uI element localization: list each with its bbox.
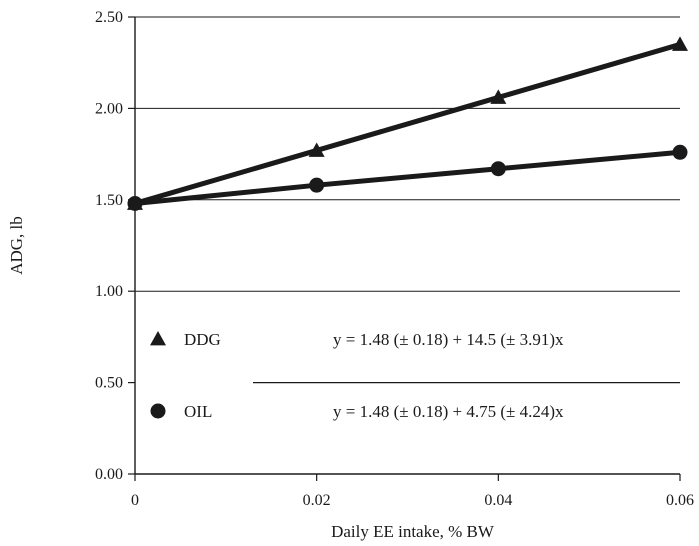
y-tick-label: 2.00 bbox=[95, 100, 123, 117]
axes bbox=[134, 17, 680, 475]
data-point-oil bbox=[672, 144, 688, 160]
series-line-oil bbox=[134, 149, 681, 206]
legend-label-oil: OIL bbox=[184, 402, 212, 421]
data-point-ddg bbox=[490, 89, 507, 104]
gridlines bbox=[135, 16, 680, 292]
x-tick-label: 0.06 bbox=[666, 492, 694, 509]
data-series bbox=[127, 36, 688, 211]
legend-marker-circle-icon bbox=[150, 403, 166, 419]
x-tick-label: 0.04 bbox=[484, 492, 512, 509]
data-point-ddg bbox=[308, 142, 325, 157]
y-tick-label: 2.50 bbox=[95, 9, 123, 26]
data-point-oil bbox=[490, 161, 506, 177]
data-point-ddg bbox=[672, 36, 688, 51]
x-tick-label: 0 bbox=[131, 492, 139, 509]
legend-marker-triangle-icon bbox=[150, 331, 166, 346]
y-tick-label: 1.00 bbox=[95, 283, 123, 300]
series-line-ddg bbox=[134, 42, 681, 206]
x-tick-label: 0.02 bbox=[303, 492, 331, 509]
y-tick-label: 0.00 bbox=[95, 466, 123, 483]
axis-ticks: 0.00 0.50 1.00 1.50 2.00 2.50 0 0.02 0.04 0.06 bbox=[95, 9, 694, 509]
legend-equation-oil: y = 1.48 (± 0.18) + 4.75 (± 4.24)x bbox=[333, 402, 564, 421]
y-tick-label: 1.50 bbox=[95, 192, 123, 209]
legend: DDG y = 1.48 (± 0.18) + 14.5 (± 3.91)x OIL… bbox=[150, 330, 680, 421]
y-tick-label: 0.50 bbox=[95, 375, 123, 392]
legend-label-ddg: DDG bbox=[184, 330, 221, 349]
data-point-oil bbox=[309, 177, 325, 193]
x-axis-title: Daily EE intake, % BW bbox=[331, 522, 495, 541]
data-point-oil bbox=[127, 195, 143, 211]
y-axis-title: ADG, lb bbox=[7, 216, 26, 275]
legend-equation-ddg: y = 1.48 (± 0.18) + 14.5 (± 3.91)x bbox=[333, 330, 564, 349]
